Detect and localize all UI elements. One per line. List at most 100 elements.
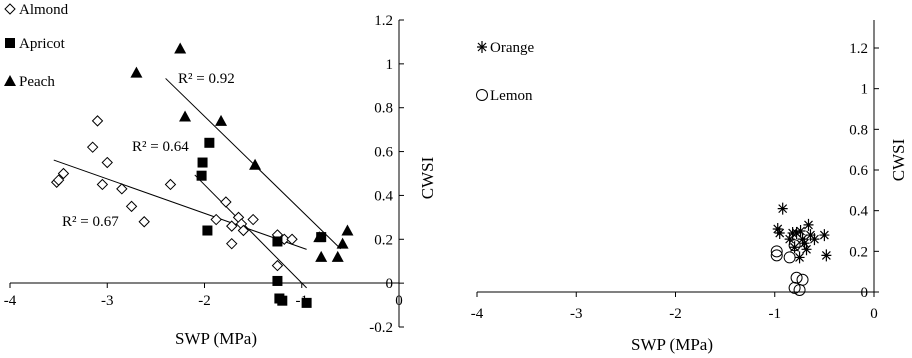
- orange-point: [819, 229, 830, 242]
- left-x-tick-label: -2: [198, 293, 211, 309]
- apricot-trendline: [194, 174, 307, 289]
- left-y-ticks: -0.200.20.40.60.811.2: [369, 13, 404, 336]
- almond-point: [101, 156, 113, 169]
- lemon-point: [788, 239, 801, 252]
- almond-point: [226, 220, 238, 232]
- peach-point: [331, 250, 344, 262]
- right-y-ticks: 0 0.2 0.4 0.6 0.8 1 1.2: [849, 41, 879, 301]
- apricot-legend-label: Apricot: [19, 36, 66, 52]
- peach-point: [341, 224, 354, 236]
- orange-point: [809, 233, 820, 246]
- apricot-point: [277, 295, 288, 306]
- almond-point: [226, 237, 238, 250]
- apricot-point: [272, 236, 283, 247]
- orange-point: [799, 237, 810, 250]
- right-y-tick-label: 1.2: [849, 41, 868, 57]
- left-x-tick-label: -3: [101, 293, 114, 309]
- right-x-axis-title: SWP (MPa): [631, 335, 713, 354]
- left-y-tick-label: 1.2: [374, 13, 393, 29]
- right-y-tick-label: 1: [861, 82, 869, 98]
- almond-point: [220, 196, 232, 208]
- orange-point: [821, 249, 832, 262]
- almond-point: [286, 233, 298, 245]
- lemon-legend-marker: [476, 89, 488, 101]
- orange-point: [805, 229, 816, 242]
- lemon-point: [770, 249, 783, 262]
- orange-point: [803, 218, 814, 231]
- right-x-tick-label: -4: [471, 306, 484, 322]
- right-axes: [477, 20, 875, 293]
- lemon-point: [788, 281, 801, 294]
- almond-r2-label: R² = 0.67: [62, 214, 119, 230]
- almond-legend-label: Almond: [19, 2, 69, 18]
- peach-point: [130, 66, 143, 78]
- almond-point: [116, 183, 128, 195]
- almond-point: [52, 174, 65, 186]
- left-points: [50, 42, 354, 308]
- peach-point: [336, 237, 349, 249]
- orange-point: [772, 222, 783, 235]
- apricot-r2-label: R² = 0.64: [132, 139, 189, 155]
- left-y-tick-label: 0.6: [374, 145, 393, 161]
- almond-point: [86, 141, 99, 153]
- apricot-point: [301, 297, 312, 308]
- right-y-tick-label: 0.2: [849, 244, 868, 260]
- almond-point: [96, 178, 109, 191]
- lemon-point: [783, 251, 796, 264]
- right-y-tick-label: 0.8: [849, 122, 868, 138]
- peach-point: [313, 231, 326, 243]
- almond-point: [247, 213, 259, 226]
- right-x-ticks: -4 -3 -2 -1 0: [471, 292, 878, 322]
- left-x-axis-title: SWP (MPa): [175, 329, 257, 348]
- apricot-point: [197, 157, 208, 168]
- lemon-point: [770, 245, 783, 258]
- orange-point: [777, 202, 788, 215]
- almond-legend-marker: [4, 3, 16, 15]
- left-y-axis-title: CWSI: [418, 156, 437, 199]
- right-x-tick-label: -3: [570, 306, 583, 322]
- right-x-tick-label: 0: [870, 306, 878, 322]
- left-x-tick-label: 0: [395, 293, 403, 309]
- right-y-tick-label: 0: [861, 285, 869, 301]
- peach-r2-label: R² = 0.92: [178, 71, 235, 87]
- peach-point: [249, 158, 262, 170]
- peach-legend-marker: [4, 75, 16, 86]
- left-chart: -0.200.20.40.60.811.2 -4-3-2-10 AlmondAp…: [4, 2, 437, 348]
- right-x-tick-label: -1: [769, 306, 782, 322]
- orange-legend-marker: [477, 41, 487, 53]
- left-legend: Almond Apricot Peach: [4, 2, 69, 90]
- left-r2-labels: R² = 0.67 R² = 0.64 R² = 0.92: [62, 71, 235, 230]
- lemon-point: [790, 271, 803, 284]
- left-y-tick-label: 0: [386, 276, 394, 292]
- almond-point: [210, 213, 222, 226]
- lemon-legend-label: Lemon: [490, 88, 533, 104]
- almond-point: [138, 216, 150, 228]
- almond-point: [125, 200, 138, 213]
- orange-point: [774, 227, 785, 240]
- orange-point: [794, 251, 805, 264]
- almond-point: [91, 115, 104, 127]
- right-legend: Orange Lemon: [476, 40, 534, 104]
- left-y-tick-label: 0.4: [374, 188, 393, 204]
- apricot-point: [204, 137, 215, 148]
- left-y-tick-label: 0.8: [374, 101, 393, 117]
- almond-point: [164, 178, 177, 191]
- left-y-tick-label: 0.2: [374, 232, 393, 248]
- left-trendlines: [53, 78, 341, 289]
- right-y-tick-label: 0.4: [849, 204, 868, 220]
- left-y-tick-label: -0.2: [369, 320, 393, 336]
- right-y-tick-label: 0.6: [849, 163, 868, 179]
- right-chart: 00.20.40.60.811.2 -4 -3 -2 -1 0 OrangeLemon …: [471, 20, 908, 354]
- orange-point: [791, 227, 802, 240]
- right-y-axis-title: CWSI: [889, 138, 908, 181]
- left-x-ticks: -4-3-2-10: [4, 283, 403, 309]
- lemon-point: [796, 273, 809, 286]
- orange-point: [801, 243, 812, 256]
- almond-trendline: [53, 159, 307, 250]
- peach-point: [215, 114, 228, 126]
- apricot-point: [202, 225, 213, 236]
- orange-point: [789, 241, 800, 254]
- orange-point: [784, 233, 795, 246]
- orange-point: [795, 225, 806, 237]
